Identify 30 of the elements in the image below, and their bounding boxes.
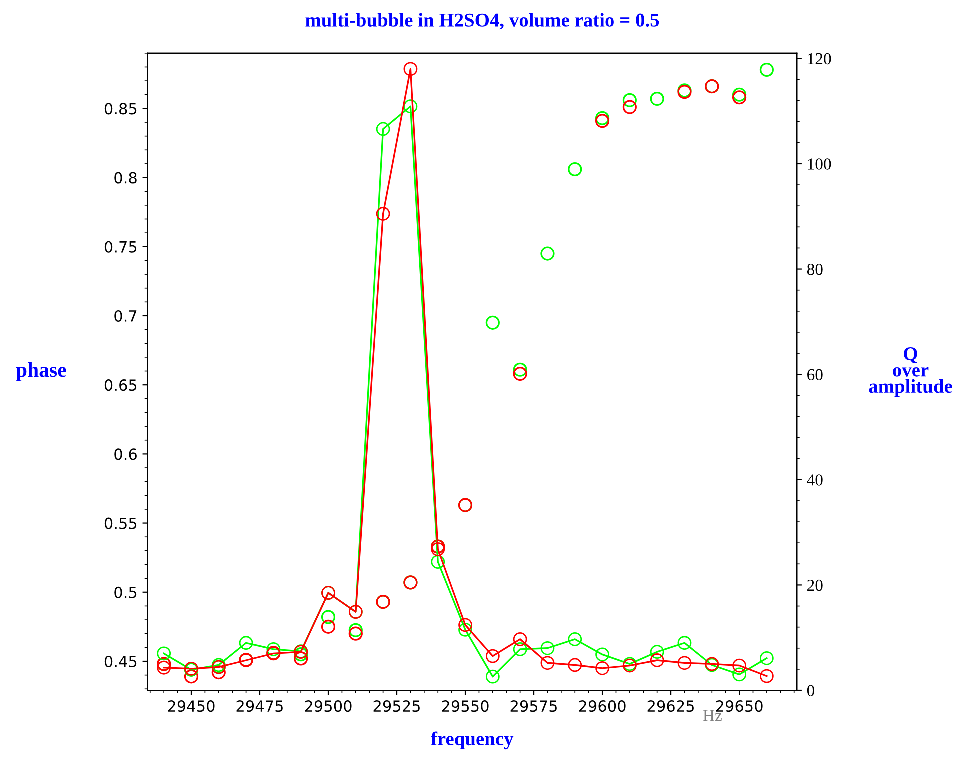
y-tick-label: 0.65 <box>104 380 137 392</box>
y-tick-label: 0.85 <box>104 103 137 115</box>
x-tick-label: 29500 <box>305 700 352 712</box>
y-tick-label: 0.75 <box>104 241 137 253</box>
x-axis-title: frequency <box>431 732 514 750</box>
y-axis-title: phase <box>16 362 66 382</box>
y-tick-label: 0.55 <box>104 518 137 530</box>
chart-title: multi-bubble in H2SO4, volume ratio = 0.5 <box>306 13 660 30</box>
y2-tick-label: 100 <box>808 158 832 170</box>
y-tick-label: 0.5 <box>114 586 137 598</box>
x-tick-label: 29600 <box>579 700 626 712</box>
x-tick-label: 29575 <box>510 700 557 712</box>
y2-tick-label: 0 <box>807 685 815 696</box>
x-tick-label: 29550 <box>442 700 489 712</box>
y2-tick-label: 40 <box>807 474 823 486</box>
x-tick-label: 29625 <box>648 700 694 712</box>
x-tick-label: 29650 <box>716 700 763 712</box>
y-tick-label: 0.6 <box>114 448 137 460</box>
y2-tick-label: 120 <box>808 53 832 65</box>
y-tick-label: 0.45 <box>104 656 137 668</box>
x-tick-label: 29475 <box>236 700 283 712</box>
y-tick-label: 0.7 <box>114 310 137 322</box>
text: Hz <box>703 710 722 722</box>
x-tick-label: 29525 <box>374 700 420 712</box>
y2-tick-label: 20 <box>808 580 823 592</box>
y-tick-label: 0.8 <box>114 172 137 184</box>
y2-tick-label: 80 <box>807 264 823 276</box>
x-tick-label: 29450 <box>168 700 215 712</box>
y2-axis-title: Q over amplitude <box>869 347 952 398</box>
y2-tick-label: 60 <box>808 369 823 381</box>
